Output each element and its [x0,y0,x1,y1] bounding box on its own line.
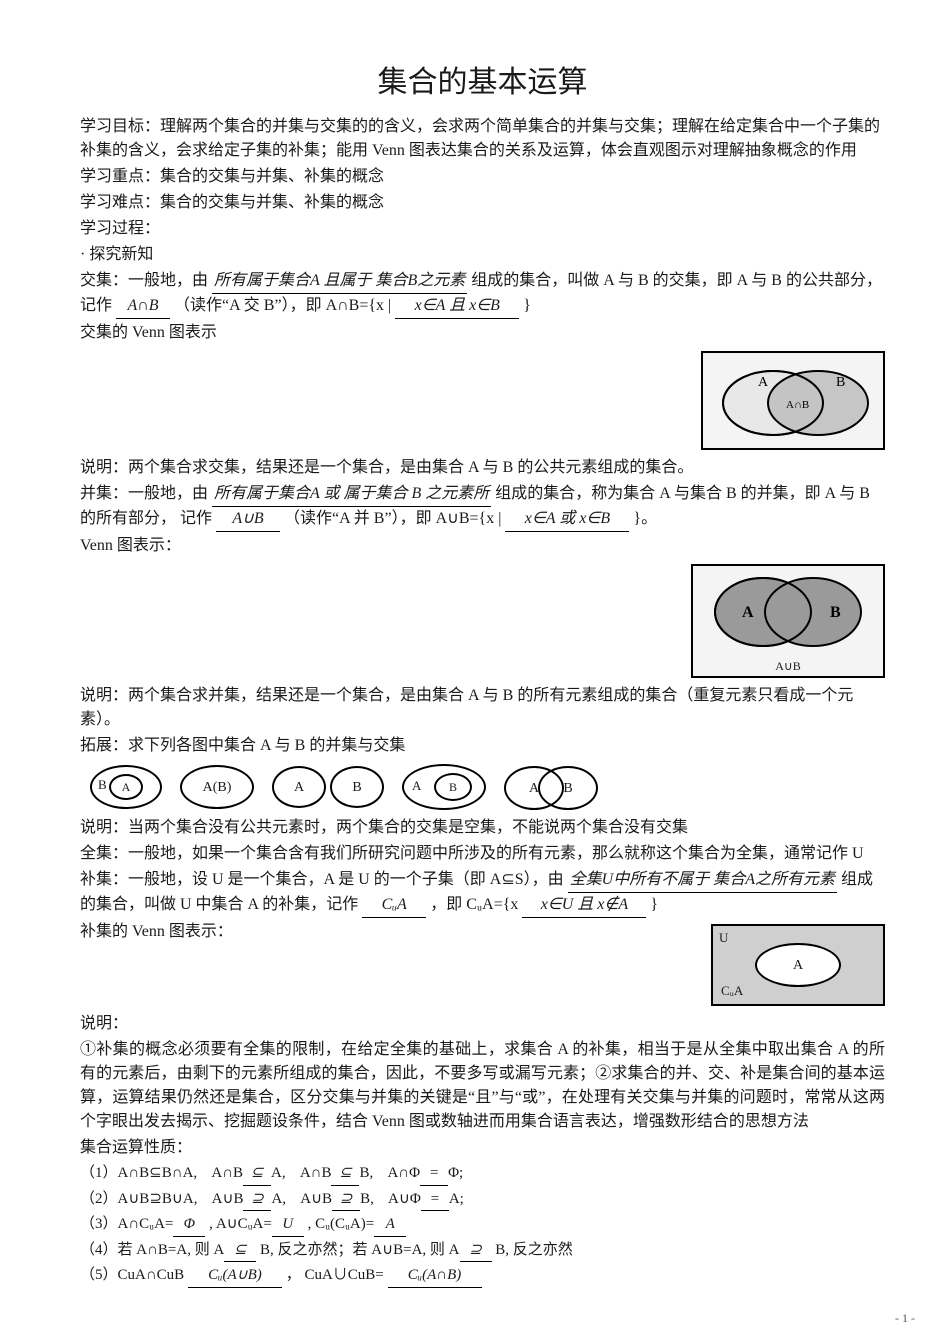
venn-union-svg: A B [698,567,878,655]
universe-definition: 全集：一般地，如果一个集合含有我们所研究问题中所涉及的所有元素，那么就称这个集合… [80,842,885,866]
learning-focus: 学习重点：集合的交集与并集、补集的概念 [80,165,885,189]
text: 补集：一般地，设 U 是一个集合，A 是 U 的一个子集（即 A⊆S），由 [80,871,564,888]
svg-text:B: B [830,604,841,621]
intersection-venn-label: 交集的 Venn 图表示 [80,321,885,345]
property-5: （5）CuA∩CuB Cᵤ(A∪B) ， CuA∪CuB= Cᵤ(A∩B) [80,1264,885,1288]
learning-goal: 学习目标：理解两个集合的并集与交集的的含义，会求两个简单集合的并集与交集；理解在… [80,115,885,163]
blank-union-notation: A∪B [216,507,280,532]
empty-intersection-note: 说明：当两个集合没有公共元素时，两个集合的交集是空集，不能说两个集合没有交集 [80,816,885,840]
venn-intersection-svg: A B A∩B [708,358,878,443]
page-title: 集合的基本运算 [80,60,885,105]
property-4: （4）若 A∩B=A, 则 A⊆ B, 反之亦然；若 A∪B=A, 则 A⊇ B… [80,1239,885,1263]
worksheet-page: 集合的基本运算 学习目标：理解两个集合的并集与交集的的含义，会求两个简单集合的并… [0,0,945,1337]
blank-union-desc: 所有属于集合A 或 属于集合 B 之元素所 [212,482,491,507]
text: 交集：一般地，由 [80,272,208,289]
extend-prompt: 拓展：求下列各图中集合 A 与 B 的并集与交集 [80,734,885,758]
label-A: A [755,943,841,987]
union-venn-label: Venn 图表示： [80,534,885,558]
blank-union-set: x∈A 或 x∈B [505,507,629,532]
learning-process: 学习过程： [80,217,885,241]
intersection-explain: 说明：两个集合求交集，结果还是一个集合，是由集合 A 与 B 的公共元素组成的集… [80,456,885,480]
svg-text:A: A [758,375,769,390]
union-explain: 说明：两个集合求并集，结果还是一个集合，是由集合 A 与 B 的所有元素组成的集… [80,684,885,732]
learning-difficulty: 学习难点：集合的交集与并集、补集的概念 [80,191,885,215]
blank-intersection-notation: A∩B [116,294,170,319]
text: （读作“A 并 B”），即 A∪B={x | [284,510,501,527]
text: } [650,896,658,913]
union-definition: 并集：一般地，由 所有属于集合A 或 属于集合 B 之元素所 组成的集合，称为集… [80,482,885,532]
union-caption: A∪B [775,657,800,675]
blank-complement-desc: 全集U中所有不属于 集合A之所有元素 [568,868,837,893]
text: 并集：一般地，由 [80,485,208,502]
complement-definition: 补集：一般地，设 U 是一个集合，A 是 U 的一个子集（即 A⊆S），由 全集… [80,868,885,918]
page-number: - 1 - [895,1309,915,1327]
intersection-definition: 交集：一般地，由 所有属于集合A 且属于 集合B之元素 组成的集合，叫做 A 与… [80,269,885,319]
text: } [523,297,531,314]
mini-venn-4: A B [402,764,486,810]
property-2: （2）A∪B⊇B∪A, A∪B⊇A, A∪B⊇B, A∪Φ=A; [80,1188,885,1212]
explore-heading: · 探究新知 [80,243,885,267]
explain-header: 说明： [80,1012,885,1036]
complement-venn-figure: U A CᵤA [711,924,885,1006]
text: （读作“A 交 B”），即 A∩B={x | [174,297,391,314]
svg-text:A∩B: A∩B [786,399,809,411]
mini-venn-2: A(B) [180,765,254,809]
text: ，即 CᵤA={x [430,896,518,913]
mini-venn-3: A B [272,766,384,808]
blank-complement-notation: CᵤA [362,893,426,918]
blank-intersection-set: x∈A 且 x∈B [395,294,519,319]
blank-complement-set: x∈U 且 x∉A [522,893,646,918]
svg-text:B: B [836,375,845,390]
mini-venn-row: B A A(B) A B A B A B [90,764,885,810]
properties-header: 集合运算性质： [80,1136,885,1160]
label-U: U [719,928,728,948]
svg-text:A: A [742,604,754,621]
property-3: （3）A∩CᵤA=Φ , A∪CᵤA=U , Cᵤ(CᵤA)=A [80,1213,885,1237]
label-CuA: CᵤA [721,981,743,1001]
blank-intersection-desc: 所有属于集合A 且属于 集合B之元素 [212,269,467,294]
mini-venn-5: A B [504,766,594,808]
property-1: （1）A∩B⊆B∩A, A∩B⊆A, A∩B⊆B, A∩Φ=Φ; [80,1162,885,1186]
union-venn-figure: A B A∪B [691,564,885,678]
mini-venn-1: B A [90,765,162,809]
explain-body: ①补集的概念必须要有全集的限制，在给定全集的基础上，求集合 A 的补集，相当于是… [80,1038,885,1134]
text: }。 [633,510,657,527]
intersection-venn-figure: A B A∩B [701,351,885,450]
